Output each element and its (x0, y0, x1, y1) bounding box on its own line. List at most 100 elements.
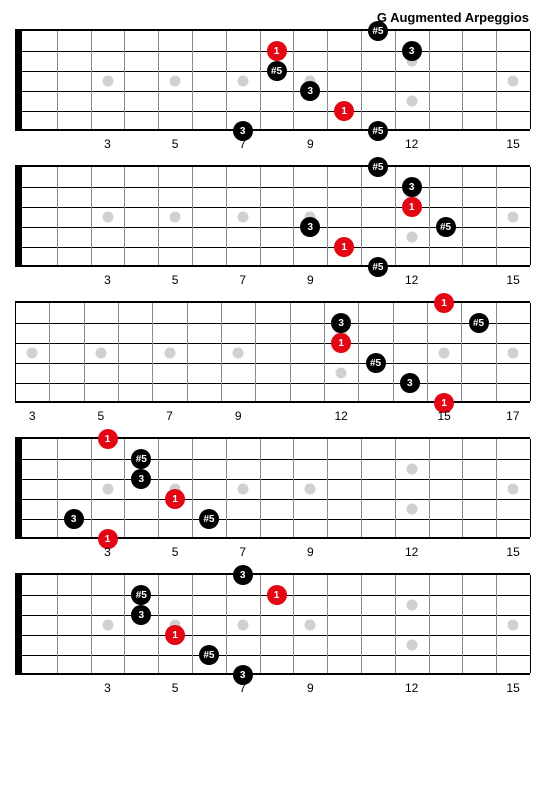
fret-number-label: 7 (166, 409, 173, 423)
fret-line (429, 167, 430, 265)
fret-number-label: 15 (506, 681, 519, 695)
fret-number-label: 12 (405, 137, 418, 151)
fret-inlay (233, 348, 244, 359)
fret-line (462, 167, 463, 265)
fret-number-label: 15 (506, 137, 519, 151)
fret-number-label: 5 (172, 137, 179, 151)
fret-number-label: 9 (307, 681, 314, 695)
fret-line (293, 31, 294, 129)
note-root: 1 (434, 293, 454, 313)
fret-inlay (406, 464, 417, 475)
fret-number-label: 17 (506, 409, 519, 423)
fret-line (255, 303, 256, 401)
note-root: 1 (334, 237, 354, 257)
fret-line (124, 167, 125, 265)
fret-line (327, 167, 328, 265)
fret-line (327, 575, 328, 673)
string-line (15, 91, 530, 92)
note-interval: #5 (267, 61, 287, 81)
fretboard: 311#531#5 (15, 437, 530, 539)
note-root: 1 (334, 101, 354, 121)
fret-line (158, 575, 159, 673)
fretboard-diagram: 311#531#535791215 (15, 437, 530, 539)
fret-line (91, 167, 92, 265)
note-root: 1 (98, 429, 118, 449)
fret-number-label: 3 (104, 273, 111, 287)
string-line (15, 343, 530, 344)
fret-inlay (102, 484, 113, 495)
fret-inlay (102, 212, 113, 223)
fret-inlay (406, 640, 417, 651)
string-line (15, 499, 530, 500)
fret-number-label: 5 (97, 409, 104, 423)
fret-line (158, 31, 159, 129)
fret-line (496, 31, 497, 129)
fret-number-label: 9 (235, 409, 242, 423)
string-line (15, 655, 530, 656)
note-interval: 3 (300, 217, 320, 237)
note-interval: 3 (131, 605, 151, 625)
fret-inlay (336, 368, 347, 379)
note-root: 1 (165, 625, 185, 645)
note-interval: #5 (366, 353, 386, 373)
fret-line (124, 439, 125, 537)
fret-line (187, 303, 188, 401)
fret-number-label: 12 (405, 681, 418, 695)
fret-line (260, 31, 261, 129)
fret-number-label: 3 (104, 545, 111, 559)
fret-number-label: 15 (506, 545, 519, 559)
fret-number-label: 9 (307, 273, 314, 287)
note-interval: 3 (131, 469, 151, 489)
fret-number-label: 12 (405, 273, 418, 287)
fret-number-label: 7 (239, 681, 246, 695)
fret-line (49, 303, 50, 401)
fret-line (361, 575, 362, 673)
fret-number-label: 3 (104, 681, 111, 695)
fret-line (496, 575, 497, 673)
fret-number-label: 3 (29, 409, 36, 423)
fret-line (530, 167, 531, 265)
fret-line (429, 31, 430, 129)
fret-inlay (237, 484, 248, 495)
fret-line (361, 167, 362, 265)
note-interval: 3 (64, 509, 84, 529)
fret-line (226, 31, 227, 129)
fret-line (158, 167, 159, 265)
fret-line (361, 31, 362, 129)
fret-inlay (439, 348, 450, 359)
note-interval: #5 (199, 645, 219, 665)
fret-line (192, 167, 193, 265)
fret-line (462, 439, 463, 537)
fret-line (530, 439, 531, 537)
note-interval: #5 (368, 257, 388, 277)
note-root: 1 (165, 489, 185, 509)
fret-line (260, 439, 261, 537)
nut (15, 437, 22, 539)
fret-inlay (170, 212, 181, 223)
fret-line (221, 303, 222, 401)
fret-inlay (237, 212, 248, 223)
fret-line (260, 575, 261, 673)
fret-line (57, 575, 58, 673)
fret-line (427, 303, 428, 401)
fret-line (462, 31, 463, 129)
note-interval: 3 (402, 177, 422, 197)
fret-inlay (406, 96, 417, 107)
fret-line (395, 439, 396, 537)
string-line (15, 323, 530, 324)
fretboard: #531#5331 (15, 573, 530, 675)
note-interval: 3 (402, 41, 422, 61)
fret-inlay (102, 620, 113, 631)
note-root: 1 (267, 585, 287, 605)
fret-line (327, 439, 328, 537)
fret-inlay (237, 620, 248, 631)
fret-number-label: 7 (239, 137, 246, 151)
fret-line (293, 167, 294, 265)
fret-inlay (406, 232, 417, 243)
fret-line (57, 439, 58, 537)
fret-line (192, 31, 193, 129)
fret-inlay (508, 76, 519, 87)
fret-number-label: 5 (172, 681, 179, 695)
fret-number-label: 9 (307, 545, 314, 559)
fret-line (124, 575, 125, 673)
